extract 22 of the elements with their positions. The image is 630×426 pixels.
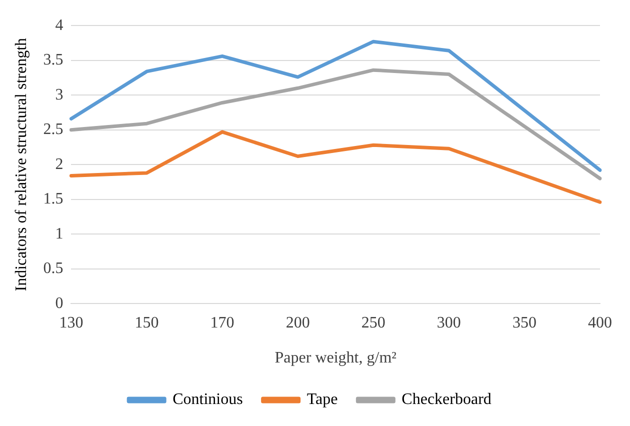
legend-label: Checkerboard (402, 391, 492, 408)
x-tick-label: 400 (588, 314, 612, 332)
x-tick-label: 170 (210, 314, 234, 332)
y-tick-label: 0 (55, 294, 64, 312)
x-tick-label: 300 (436, 314, 461, 332)
x-tick-label: 250 (361, 314, 386, 332)
legend-label: Tape (306, 391, 338, 408)
legend-label: Continious (172, 391, 243, 408)
y-tick-label: 0.5 (43, 260, 64, 278)
x-tick-label: 200 (286, 314, 310, 332)
y-tick-label: 2 (55, 156, 64, 173)
y-axis-title: Indicators of relative structural strength (12, 38, 30, 292)
y-tick-label: 4 (55, 16, 64, 34)
y-tick-label: 1 (55, 225, 64, 242)
y-tick-label: 3.5 (43, 52, 64, 69)
x-tick-label: 130 (59, 314, 84, 332)
x-tick-label: 350 (512, 314, 536, 332)
y-tick-label: 2.5 (43, 121, 64, 138)
x-axis-title: Paper weight, g/m² (274, 350, 397, 367)
y-tick-label: 1.5 (43, 190, 64, 208)
y-tick-label: 3 (55, 86, 64, 104)
x-tick-label: 150 (134, 314, 159, 332)
